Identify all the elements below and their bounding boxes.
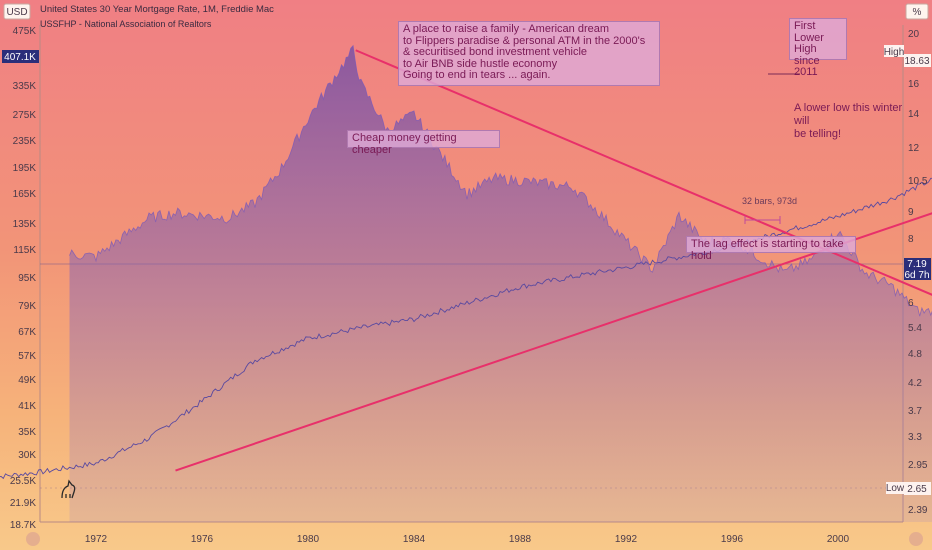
currency-button-label: USD [6,7,27,18]
left-axis-tick: 165K [13,189,37,200]
low-label-badge [886,482,904,494]
high-value-badge [904,54,931,67]
left-axis-tick: 235K [13,136,37,147]
right-axis-tick: 4.8 [908,349,922,360]
chart-title: United States 30 Year Mortgage Rate, 1M,… [40,4,274,15]
measure-label: 32 bars, 973d [742,196,798,206]
left-axis-tick: 21.9K [10,498,36,509]
left-axis-tick: 275K [13,110,37,121]
left-axis-tick: 25.5K [10,476,36,487]
right-axis-tick: 14 [908,109,920,120]
right-axis-tick: 8 [908,234,914,245]
rate-current-badge [904,258,931,280]
left-axis-tick: 335K [13,81,37,92]
left-axis-tick: 79K [18,301,36,312]
left-axis-tick: 57K [18,351,36,362]
trend-arrow-2[interactable] [355,49,932,495]
low-label: Low [886,483,905,494]
x-axis-tick: 1996 [721,534,744,545]
scroll-right-button[interactable] [909,532,923,546]
left-axis-tick: 18.7K [10,520,36,531]
main-note[interactable]: A place to raise a family - American dre… [398,21,660,86]
right-axis-tick: 3.3 [908,432,922,443]
right-axis-tick: 5.4 [908,323,922,334]
scroll-left-button[interactable] [26,532,40,546]
left-axis-tick: 30K [18,450,36,461]
right-axis-tick: 10.5 [908,176,928,187]
currency-button[interactable] [3,3,31,20]
x-axis-tick: 1980 [297,534,320,545]
left-axis-tick: 41K [18,401,36,412]
low-value-badge [904,482,931,495]
rate-current-value: 7.19 [907,259,927,270]
rate-series-line [69,44,932,317]
right-axis-tick: 2.39 [908,505,928,516]
right-axis-tick: 2.95 [908,460,928,471]
price-current-value: 407.1K [4,52,36,63]
right-axis-tick: 9 [908,207,914,218]
x-axis-tick: 1972 [85,534,108,545]
left-axis-tick: 195K [13,163,37,174]
left-axis-tick: 95K [18,273,36,284]
low-value: 2.65 [907,484,927,495]
left-axis-tick: 35K [18,427,36,438]
right-axis-tick: 20 [908,29,920,40]
right-axis-tick: 4.2 [908,378,922,389]
right-axis-tick: 12 [908,143,920,154]
chart-subtitle: USSFHP - National Association of Realtor… [40,19,212,29]
percent-button[interactable] [905,3,929,20]
percent-button-label: % [913,7,922,18]
high-label: High [884,47,905,58]
rate-area-fill [69,45,932,522]
high-value: 18.63 [904,56,929,67]
left-axis-tick: 115K [13,245,36,256]
x-axis-tick: 1992 [615,534,638,545]
x-axis-tick: 1984 [403,534,426,545]
left-axis-tick: 475K [13,26,37,37]
cheap-money-note[interactable]: Cheap money getting cheaper [347,130,500,155]
lag-effect-note[interactable]: The lag effect is starting to take hold [686,236,856,261]
right-axis-tick: 6 [908,298,914,309]
x-axis-tick: 2000 [827,534,850,545]
x-axis-tick: 1988 [509,534,532,545]
right-axis-tick: 16 [908,79,920,90]
left-axis-tick: 135K [13,219,37,230]
tradingview-logo-icon[interactable] [61,479,76,499]
left-axis-tick: 67K [18,327,36,338]
x-axis-tick: 1976 [191,534,214,545]
right-axis-tick: 3.7 [908,406,922,417]
lower-low-note[interactable]: A lower low this winter will be telling! [794,102,903,140]
rate-countdown: 6d 7h [904,270,929,281]
trend-arrow-1[interactable] [175,36,932,472]
left-axis-tick: 49K [18,375,36,386]
first-lower-high-note[interactable]: First Lower High since 2011 [789,18,847,78]
price-current-badge [2,50,39,63]
high-label-badge [884,45,904,57]
